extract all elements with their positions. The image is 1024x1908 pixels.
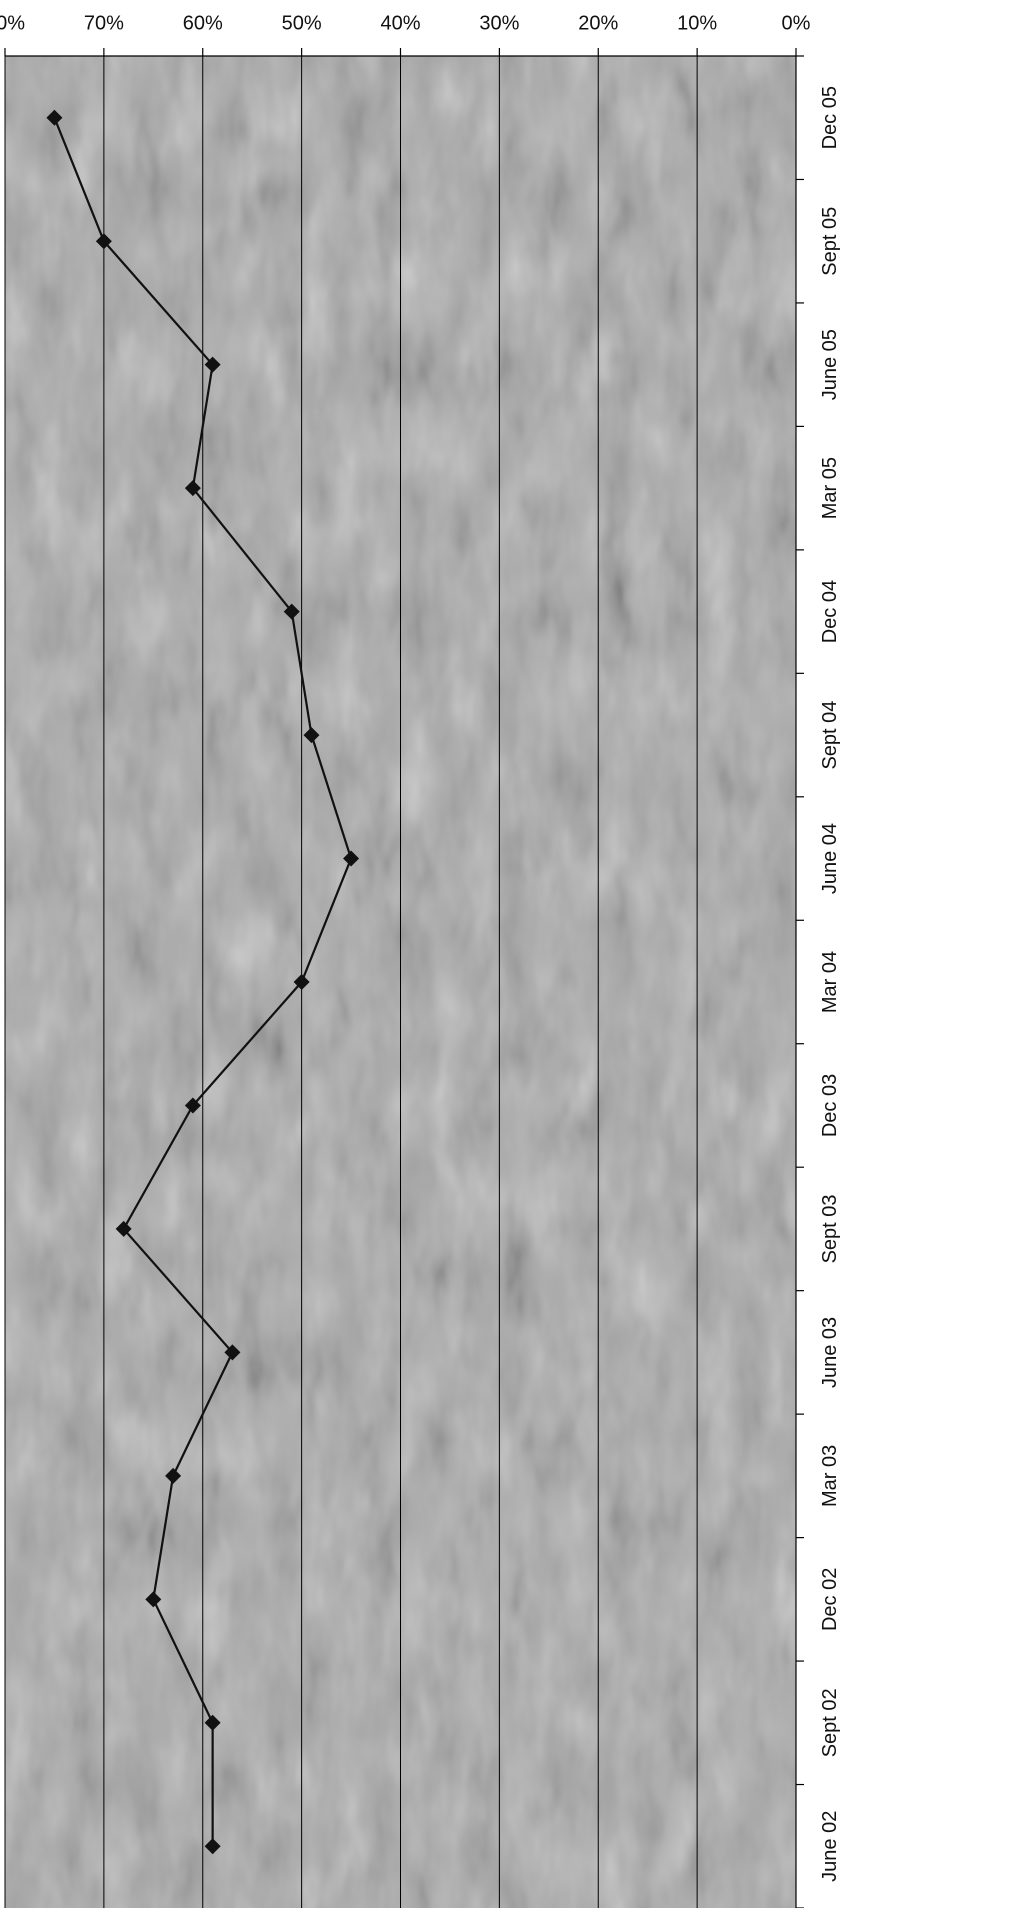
data-point-june-03	[224, 1344, 241, 1361]
x-tick-label: Mar 04	[819, 951, 841, 1013]
y-tick-label: 70%	[84, 12, 124, 34]
data-point-dec-03	[184, 1097, 201, 1114]
data-point-mar-04	[293, 974, 310, 990]
data-point-june-05	[204, 356, 221, 373]
x-tick-label: Mar 03	[819, 1445, 841, 1507]
chart-rotated-container: June 02 Sept 02 Dec 02 Mar 03 June 03 Sept 03…	[0, 12, 1024, 1908]
y-tick-label: 50%	[282, 12, 322, 34]
y-tick-label: 60%	[183, 12, 223, 34]
x-tick-label: June 04	[819, 823, 841, 894]
y-tick-labels: 0% 10% 20% 30% 40% 50% 60% 70% 80%	[0, 12, 811, 34]
x-tick-label: June 05	[819, 329, 841, 400]
data-point-sept-05	[95, 233, 112, 250]
x-tick-label: Dec 02	[819, 1568, 841, 1631]
y-tick-label: 30%	[479, 12, 519, 34]
x-tick-label: Mar 05	[819, 457, 841, 519]
x-tick-label: Dec 04	[819, 580, 841, 643]
x-tick-label: Sept 04	[819, 701, 841, 770]
x-tick-label: Dec 05	[819, 86, 841, 149]
y-tick-label: 0%	[782, 12, 811, 34]
x-tick-label: June 03	[819, 1317, 841, 1388]
x-tick-label: Sept 02	[819, 1688, 841, 1757]
data-point-june-04	[343, 850, 360, 867]
x-tick-label: Dec 03	[819, 1074, 841, 1137]
gridlines	[4, 56, 698, 1908]
y-tick-label: 10%	[677, 12, 717, 34]
data-point-sept-04	[303, 727, 320, 744]
y-tick-label: 20%	[578, 12, 618, 34]
data-point-mar-05	[184, 480, 201, 497]
axes	[4, 48, 804, 1908]
data-point-dec-04	[283, 603, 300, 620]
data-point-sept-03	[115, 1220, 132, 1237]
y-tick-label: 40%	[380, 12, 420, 34]
x-tick-labels: June 02 Sept 02 Dec 02 Mar 03 June 03 Sept 03…	[819, 86, 841, 1882]
data-point-dec-05	[46, 109, 63, 126]
y-tick-label: 80%	[0, 12, 25, 34]
x-tick-label: June 02	[819, 1811, 841, 1882]
x-tick-label: Sept 03	[819, 1194, 841, 1263]
x-tick-label: Sept 05	[819, 207, 841, 276]
